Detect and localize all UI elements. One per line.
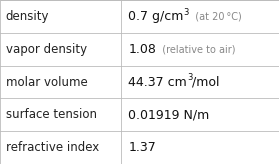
Text: vapor density: vapor density [6, 43, 87, 56]
Text: 0.01919 N/m: 0.01919 N/m [128, 108, 210, 121]
Text: /mol: /mol [193, 75, 220, 89]
Text: 0.7 g/cm: 0.7 g/cm [128, 10, 184, 23]
Text: (relative to air): (relative to air) [156, 44, 236, 54]
Text: 3: 3 [187, 73, 193, 82]
Text: 1.08: 1.08 [128, 43, 156, 56]
Text: molar volume: molar volume [6, 75, 87, 89]
Text: 44.37 cm: 44.37 cm [128, 75, 187, 89]
Text: 3: 3 [184, 8, 189, 17]
Text: density: density [6, 10, 49, 23]
Text: surface tension: surface tension [6, 108, 97, 121]
Text: (at 20 °C): (at 20 °C) [189, 11, 242, 21]
Text: refractive index: refractive index [6, 141, 99, 154]
Text: 1.37: 1.37 [128, 141, 156, 154]
